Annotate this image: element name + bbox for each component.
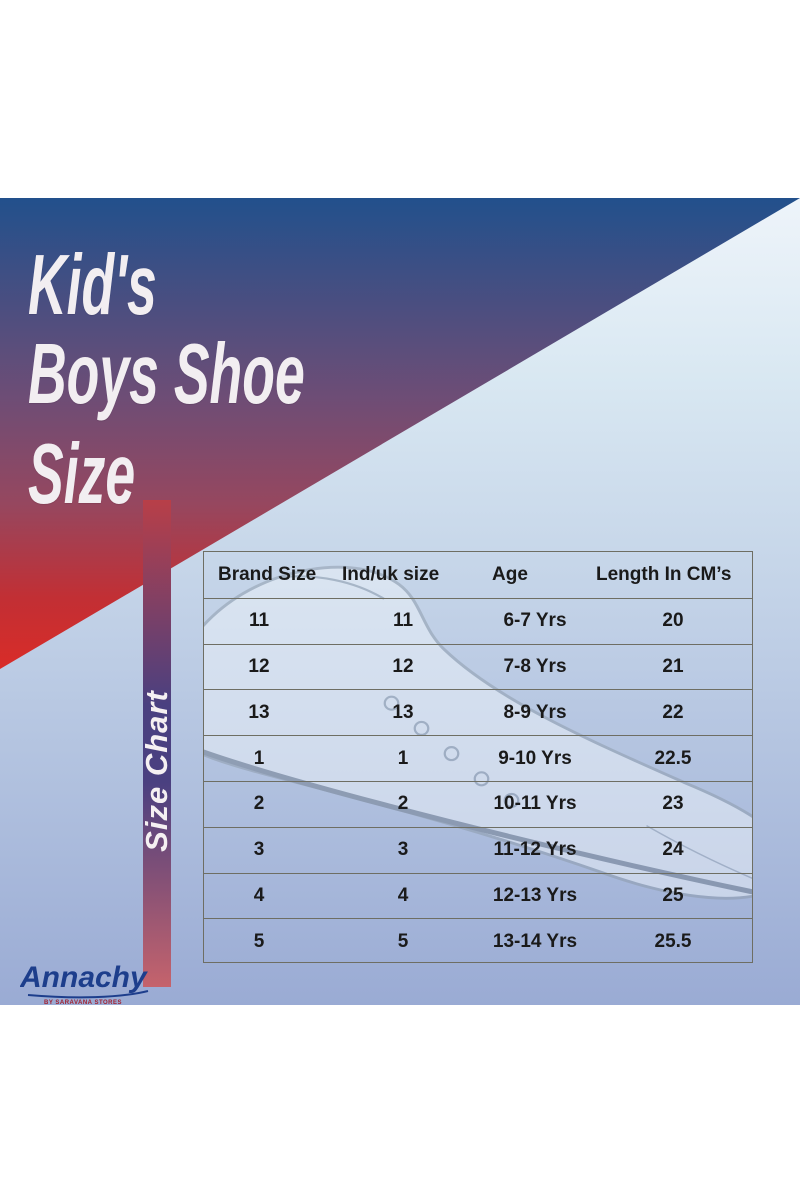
svg-text:BY SARAVANA STORES: BY SARAVANA STORES [44,1000,122,1005]
svg-text:Annachy: Annachy [20,961,148,994]
